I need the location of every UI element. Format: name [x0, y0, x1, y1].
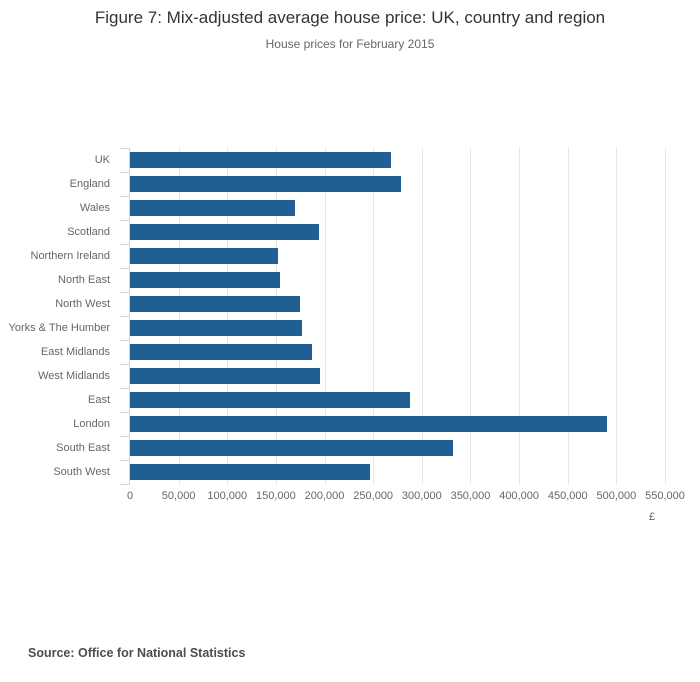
category-axis-tick: [120, 244, 130, 245]
gridline-300000: [421, 148, 423, 484]
x-tick-label-50000: 50,000: [161, 490, 196, 502]
gridline-550000: [665, 148, 666, 484]
category-label-yorks-the-humber: Yorks & The Humber: [8, 322, 111, 334]
category-axis-tick: [120, 340, 130, 341]
bar-yorks-the-humber[interactable]: [130, 320, 303, 336]
bar-northern-ireland[interactable]: [130, 248, 278, 264]
x-axis-labels: 0 50,000 100,000 150,000 200,000 250,000 300,0…: [126, 490, 685, 504]
category-axis-tick: [120, 412, 130, 413]
category-axis-tick: [120, 196, 130, 197]
category-label-east: East: [87, 394, 110, 406]
gridline-50000: [178, 148, 180, 484]
category-axis-tick: [120, 292, 130, 293]
gridline-150000: [275, 148, 277, 484]
bar-england[interactable]: [130, 176, 402, 192]
bar-wales[interactable]: [130, 200, 296, 216]
category-axis-tick: [120, 148, 130, 149]
bar-north-west[interactable]: [130, 296, 301, 312]
gridline-100000: [227, 148, 229, 484]
x-tick-label-450000: 450,000: [547, 490, 588, 502]
gridline-450000: [567, 148, 569, 484]
chart-title: Figure 7: Mix-adjusted average house pri…: [94, 8, 606, 27]
bar-east[interactable]: [130, 392, 411, 408]
bar-scotland[interactable]: [130, 224, 319, 240]
category-axis-tick: [120, 364, 130, 365]
x-tick-label-0: 0: [126, 490, 134, 502]
x-tick-label-550000: 550,000: [645, 490, 685, 502]
x-tick-label-200000: 200,000: [304, 490, 345, 502]
x-tick-label-500000: 500,000: [596, 490, 637, 502]
category-axis-tick: [120, 436, 130, 437]
category-axis-tick: [120, 220, 130, 221]
category-label-england: England: [69, 178, 110, 190]
category-label-london: London: [73, 418, 110, 430]
gridline-250000: [373, 148, 375, 484]
gridline-200000: [324, 148, 326, 484]
category-axis-tick: [120, 388, 130, 389]
x-tick-label-350000: 350,000: [450, 490, 491, 502]
x-tick-label-400000: 400,000: [499, 490, 539, 502]
category-label-northern-ireland: Northern Ireland: [30, 250, 111, 262]
bar-south-west[interactable]: [130, 464, 371, 480]
gridline-500000: [616, 148, 618, 484]
bar-west-midlands[interactable]: [130, 368, 320, 384]
category-label-wales: Wales: [79, 202, 110, 214]
x-axis-unit-label: £: [649, 511, 656, 523]
category-axis-tick: [120, 172, 130, 173]
category-label-uk: UK: [94, 154, 110, 166]
category-axis-tick: [120, 460, 130, 461]
category-axis-tick: [120, 268, 130, 269]
bar-uk[interactable]: [130, 152, 391, 168]
bars-layer: [130, 148, 665, 484]
gridline-400000: [519, 148, 521, 484]
bar-north-east[interactable]: [130, 272, 280, 288]
bar-london[interactable]: [130, 416, 607, 432]
category-label-south-west: South West: [53, 466, 110, 478]
category-axis-tick: [120, 316, 130, 317]
x-tick-label-250000: 250,000: [353, 490, 394, 502]
x-tick-label-100000: 100,000: [207, 490, 248, 502]
x-tick-label-300000: 300,000: [401, 490, 442, 502]
x-tick-label-150000: 150,000: [256, 490, 296, 502]
category-label-south-east: South East: [56, 442, 110, 454]
bar-south-east[interactable]: [130, 440, 453, 456]
category-axis-tick: [120, 484, 130, 485]
bar-east-midlands[interactable]: [130, 344, 312, 360]
category-label-west-midlands: West Midlands: [38, 370, 110, 382]
category-label-east-midlands: East Midlands: [40, 346, 110, 358]
category-label-scotland: Scotland: [67, 226, 110, 238]
category-label-north-east: North East: [58, 274, 110, 286]
chart-subtitle: House prices for February 2015: [265, 37, 435, 51]
source-text: Source: Office for National Statistics: [28, 646, 246, 660]
plot-area: [130, 148, 666, 484]
gridline-350000: [470, 148, 472, 484]
category-label-north-west: North West: [55, 298, 110, 310]
